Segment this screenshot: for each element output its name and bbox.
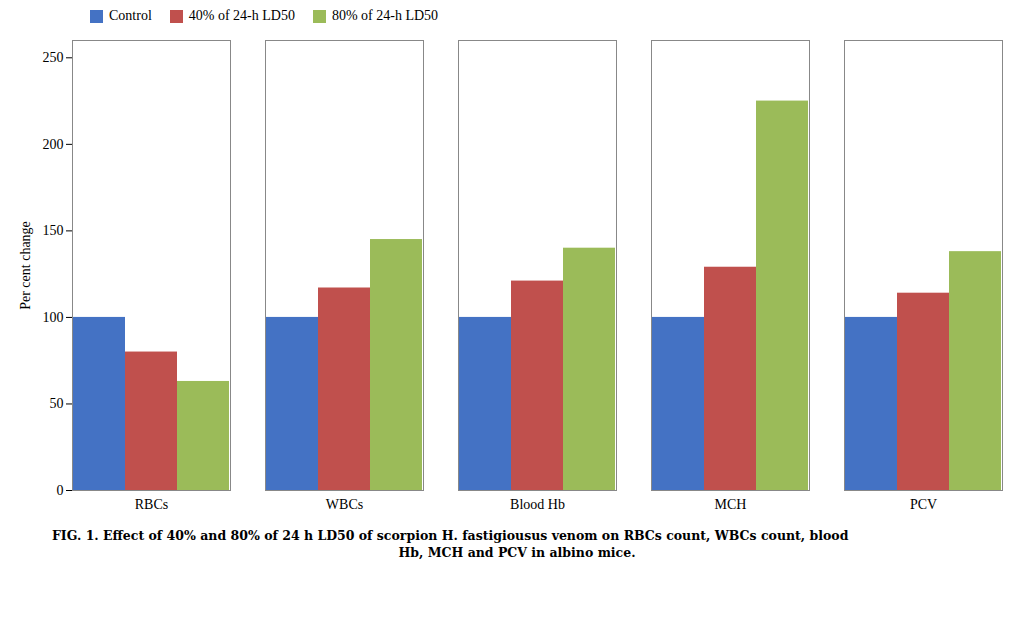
svg-text:200: 200: [43, 137, 64, 152]
html-text:40% of 24-h LD50: 40% of 24-h LD50: [188, 8, 295, 23]
svg-text:Blood Hb: Blood Hb: [510, 497, 565, 512]
svg-text:150: 150: [43, 223, 64, 238]
html-text:FIG. 1. Effect of 40% and 80%: FIG. 1. Effect of 40% and 80% of 24 h LD…: [52, 528, 849, 543]
svg-text:0: 0: [57, 483, 64, 498]
svg-text:50: 50: [50, 396, 64, 411]
html-text:80% of 24-h LD50: 80% of 24-h LD50: [331, 8, 439, 23]
svg-text:Per cent change: Per cent change: [18, 221, 33, 310]
svg-text:RBCs: RBCs: [135, 497, 168, 512]
html-text:Hb, MCH and PCV in albino mice: Hb, MCH and PCV in albino mice.: [398, 544, 636, 560]
html-text:Control: Control: [109, 8, 152, 23]
svg-text:MCH: MCH: [715, 497, 747, 512]
svg-text:WBCs: WBCs: [326, 497, 363, 512]
svg-text:250: 250: [43, 50, 64, 65]
svg-text:100: 100: [43, 310, 64, 325]
svg-text:PCV: PCV: [910, 497, 937, 512]
